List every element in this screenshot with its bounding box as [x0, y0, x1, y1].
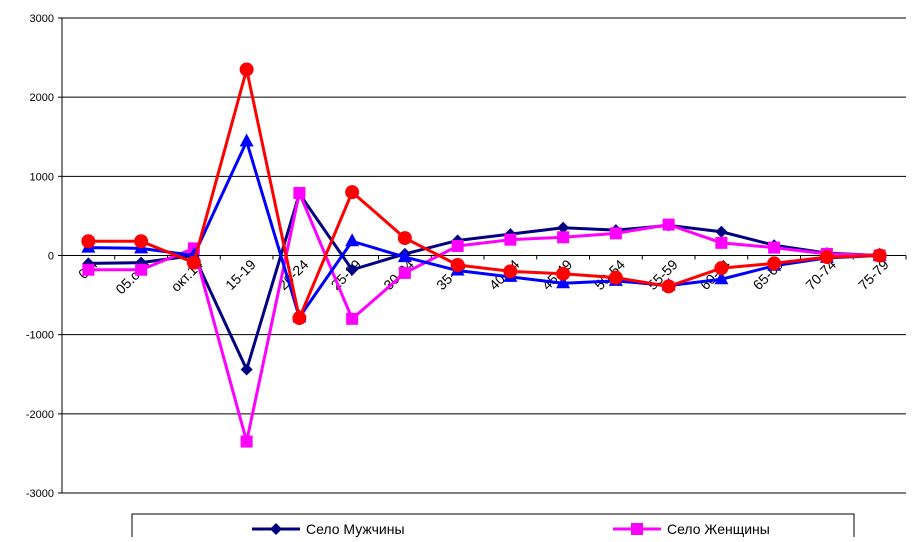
legend-item: Село Мужчины	[252, 521, 405, 537]
y-tick-label: -3000	[26, 488, 54, 500]
y-tick-label: 0	[48, 251, 54, 263]
data-point	[450, 258, 465, 272]
data-point	[239, 62, 254, 77]
data-point	[397, 231, 412, 246]
data-point	[345, 185, 360, 200]
data-point	[397, 249, 412, 263]
y-tick-label: 3000	[30, 13, 54, 25]
gridlines	[62, 17, 906, 494]
legend-item: Село Женщины	[613, 521, 770, 537]
y-tick-labels: -3000 -2000 -1000 0 1000 2000 3000	[26, 13, 54, 500]
data-point	[134, 234, 149, 249]
data-point	[608, 270, 623, 285]
series-line	[88, 140, 880, 319]
series-line	[88, 67, 880, 320]
data-point	[767, 256, 782, 271]
series-circle	[81, 62, 887, 326]
legend-marker	[270, 523, 282, 535]
y-tick-label: -1000	[26, 330, 54, 342]
series	[81, 62, 887, 448]
data-point	[768, 241, 781, 254]
data-point	[82, 263, 95, 276]
data-point	[346, 312, 359, 325]
data-point	[662, 218, 675, 231]
y-tick-label: 1000	[30, 171, 54, 183]
data-point	[451, 240, 464, 252]
data-point	[135, 263, 148, 276]
y-tick-label: 2000	[30, 92, 54, 104]
data-point	[714, 261, 729, 276]
data-point	[715, 225, 728, 238]
data-point	[81, 234, 96, 249]
legend: Село Мужчины Село Женщины	[131, 513, 855, 542]
data-point	[293, 186, 306, 199]
data-point	[398, 266, 411, 279]
data-point	[609, 227, 622, 240]
legend-label: Село Женщины	[667, 521, 770, 537]
data-point	[715, 236, 728, 249]
legend-marker	[631, 523, 643, 535]
data-point	[240, 363, 253, 376]
legend-label: Село Мужчины	[306, 521, 405, 537]
data-point	[557, 231, 570, 244]
data-point	[240, 435, 253, 448]
data-point	[872, 248, 887, 263]
data-point	[239, 133, 254, 147]
data-point	[346, 263, 359, 276]
data-point	[819, 250, 834, 265]
data-point	[292, 311, 307, 326]
data-point	[556, 266, 571, 281]
data-point	[557, 221, 570, 234]
data-point	[504, 233, 517, 246]
data-point	[345, 233, 360, 247]
data-point	[556, 275, 571, 289]
x-tick-label: 75-79	[855, 256, 892, 293]
data-point	[186, 255, 201, 270]
y-tick-label: -2000	[26, 409, 54, 421]
data-point	[503, 264, 518, 279]
series-line	[88, 192, 880, 371]
series-line	[88, 191, 880, 444]
data-point	[714, 271, 729, 285]
data-point	[661, 279, 676, 294]
x-tick-label: 15-19	[222, 256, 259, 293]
